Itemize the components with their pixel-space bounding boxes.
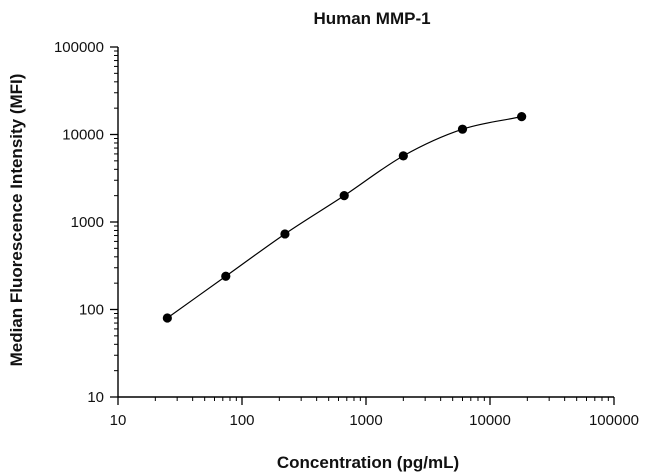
y-axis-label: Median Fluorescence Intensity (MFI) [7,74,26,367]
tick-labels-layer: 10 100 1000 10000 100000 10 100 1000 10000 100000 [54,39,639,429]
data-point [457,124,468,134]
data-point [339,191,349,201]
y-tick-label: 100000 [54,39,104,56]
y-tick-label: 100 [79,302,104,319]
data-point [221,271,231,281]
data-point [398,151,408,161]
fitted-curve [166,116,522,319]
data-point [162,313,172,323]
x-tick-label: 100 [229,412,254,429]
plot-axes [110,46,615,405]
x-tick-label: 10000 [469,412,511,429]
x-tick-label: 1000 [349,412,382,429]
x-tick-label: 10 [110,412,127,429]
x-tick-label: 100000 [589,412,639,429]
data-points-layer [162,112,527,323]
y-tick-label: 10000 [62,127,104,144]
data-point [517,112,527,122]
x-axis-label: Concentration (pg/mL) [277,453,459,472]
chart-title: Human MMP-1 [313,9,430,28]
data-point [280,229,290,239]
fitted-curve-layer [166,116,522,319]
y-tick-label: 1000 [71,214,104,231]
y-tick-label: 10 [87,389,104,406]
